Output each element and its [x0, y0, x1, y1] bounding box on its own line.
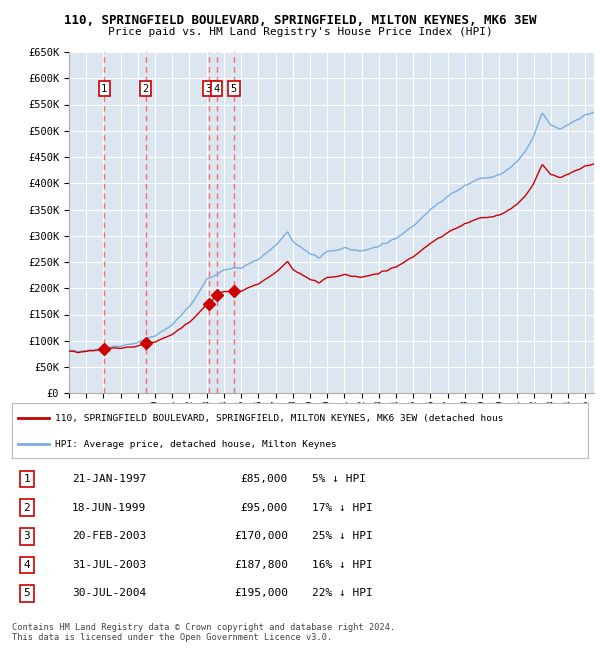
Text: 4: 4 [23, 560, 31, 570]
Text: 22% ↓ HPI: 22% ↓ HPI [312, 588, 373, 599]
Text: Contains HM Land Registry data © Crown copyright and database right 2024.
This d: Contains HM Land Registry data © Crown c… [12, 623, 395, 642]
Text: 110, SPRINGFIELD BOULEVARD, SPRINGFIELD, MILTON KEYNES, MK6 3EW: 110, SPRINGFIELD BOULEVARD, SPRINGFIELD,… [64, 14, 536, 27]
Text: 1: 1 [101, 84, 107, 94]
Text: 20-FEB-2003: 20-FEB-2003 [72, 531, 146, 541]
Text: 31-JUL-2003: 31-JUL-2003 [72, 560, 146, 570]
Text: £170,000: £170,000 [234, 531, 288, 541]
Text: HPI: Average price, detached house, Milton Keynes: HPI: Average price, detached house, Milt… [55, 440, 337, 449]
Text: £85,000: £85,000 [241, 474, 288, 484]
Text: 3: 3 [206, 84, 212, 94]
Text: £95,000: £95,000 [241, 502, 288, 513]
Text: 3: 3 [23, 531, 31, 541]
Text: 25% ↓ HPI: 25% ↓ HPI [312, 531, 373, 541]
Text: 2: 2 [23, 502, 31, 513]
Text: 16% ↓ HPI: 16% ↓ HPI [312, 560, 373, 570]
Text: £195,000: £195,000 [234, 588, 288, 599]
Text: 18-JUN-1999: 18-JUN-1999 [72, 502, 146, 513]
Text: 17% ↓ HPI: 17% ↓ HPI [312, 502, 373, 513]
Text: 5: 5 [23, 588, 31, 599]
Text: 30-JUL-2004: 30-JUL-2004 [72, 588, 146, 599]
Text: 5: 5 [231, 84, 237, 94]
Text: 21-JAN-1997: 21-JAN-1997 [72, 474, 146, 484]
Text: Price paid vs. HM Land Registry's House Price Index (HPI): Price paid vs. HM Land Registry's House … [107, 27, 493, 37]
Text: 4: 4 [214, 84, 220, 94]
Text: 5% ↓ HPI: 5% ↓ HPI [312, 474, 366, 484]
Text: 110, SPRINGFIELD BOULEVARD, SPRINGFIELD, MILTON KEYNES, MK6 3EW (detached hous: 110, SPRINGFIELD BOULEVARD, SPRINGFIELD,… [55, 414, 504, 423]
Text: £187,800: £187,800 [234, 560, 288, 570]
Text: 1: 1 [23, 474, 31, 484]
Text: 2: 2 [143, 84, 149, 94]
